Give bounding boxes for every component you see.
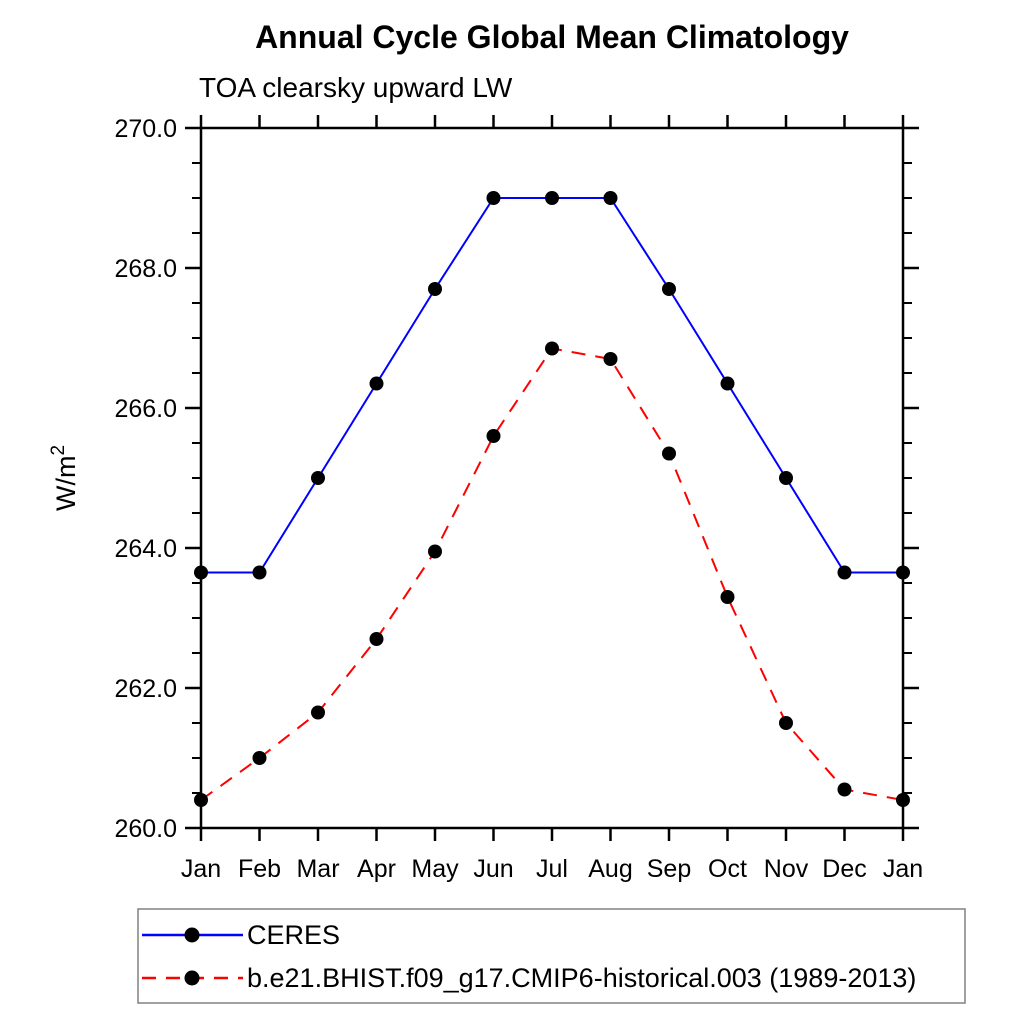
x-tick-label: Sep — [647, 855, 691, 883]
legend-entry-ceres: CERES — [142, 920, 340, 950]
data-point-marker-model — [545, 341, 559, 356]
x-tick-label: Dec — [822, 855, 866, 883]
x-tick-label: Mar — [296, 855, 339, 883]
legend-label-ceres: CERES — [247, 920, 340, 950]
data-point-marker-ceres — [603, 191, 618, 205]
plot-area: 260.0 262.0 264.0 266.0 268.0 270.0 Jan Feb Mar A… — [114, 115, 923, 883]
x-tick-label: May — [411, 855, 459, 883]
chart-title: Annual Cycle Global Mean Climatology — [255, 19, 849, 55]
legend-label-model: b.e21.BHIST.f09_g17.CMIP6-historical.003… — [247, 963, 916, 993]
data-point-marker-model — [369, 632, 384, 646]
chart-subtitle: TOA clearsky upward LW — [199, 72, 513, 103]
x-tick-label: Jan — [181, 855, 221, 883]
data-point-marker-ceres — [779, 471, 793, 485]
x-tick-label: Jan — [883, 855, 923, 883]
data-point-marker-ceres — [545, 191, 559, 205]
series-line-ceres — [201, 197, 903, 574]
data-point-marker-model — [720, 590, 735, 604]
y-tick-label: 266.0 — [114, 395, 177, 423]
data-point-marker-ceres — [896, 565, 910, 580]
series-line-model — [200, 347, 904, 801]
y-axis-title: W/m2 — [48, 445, 81, 511]
data-point-marker-model — [896, 793, 910, 807]
data-point-marker-model — [603, 352, 618, 366]
x-tick-label: Oct — [708, 855, 747, 883]
legend: CERES b.e21.BHIST.f09_g17.CMIP6-historic… — [137, 908, 966, 1004]
legend-entry-model: b.e21.BHIST.f09_g17.CMIP6-historical.003… — [142, 963, 916, 993]
y-tick-label: 262.0 — [114, 675, 177, 703]
data-point-marker-ceres — [720, 376, 735, 391]
y-axis-title-base: W/m — [51, 456, 81, 511]
data-point-marker-model — [779, 716, 793, 730]
data-point-marker-ceres — [252, 565, 267, 580]
data-point-marker-model — [486, 429, 501, 443]
x-tick-label: Jun — [473, 855, 513, 883]
data-point-marker-ceres — [662, 282, 676, 296]
data-point-marker-ceres — [194, 565, 208, 580]
legend-marker-dot — [184, 927, 200, 943]
y-tick-label: 264.0 — [114, 535, 177, 563]
axis-frame — [199, 126, 905, 830]
data-point-marker-model — [252, 751, 267, 765]
data-point-marker-model — [837, 782, 852, 797]
y-tick-label: 260.0 — [114, 815, 177, 843]
data-point-marker-ceres — [311, 471, 325, 485]
data-point-marker-ceres — [837, 565, 852, 580]
data-point-marker-ceres — [428, 282, 442, 296]
data-point-marker-model — [194, 793, 208, 807]
legend-marker-dot — [184, 970, 200, 986]
data-point-marker-model — [311, 705, 325, 720]
y-tick-label: 268.0 — [114, 255, 177, 283]
legend-box — [137, 908, 966, 1004]
x-tick-label: Jul — [536, 855, 568, 883]
data-point-marker-ceres — [369, 376, 384, 391]
data-point-marker-ceres — [486, 191, 501, 205]
y-tick-label: 270.0 — [114, 115, 177, 143]
x-tick-label: Aug — [588, 855, 632, 883]
x-tick-label: Nov — [764, 855, 809, 883]
data-point-marker-model — [662, 446, 676, 461]
x-tick-label: Feb — [238, 855, 281, 883]
y-axis-title-superscript: 2 — [48, 445, 69, 456]
x-tick-label: Apr — [357, 855, 396, 883]
data-point-marker-model — [428, 544, 442, 559]
